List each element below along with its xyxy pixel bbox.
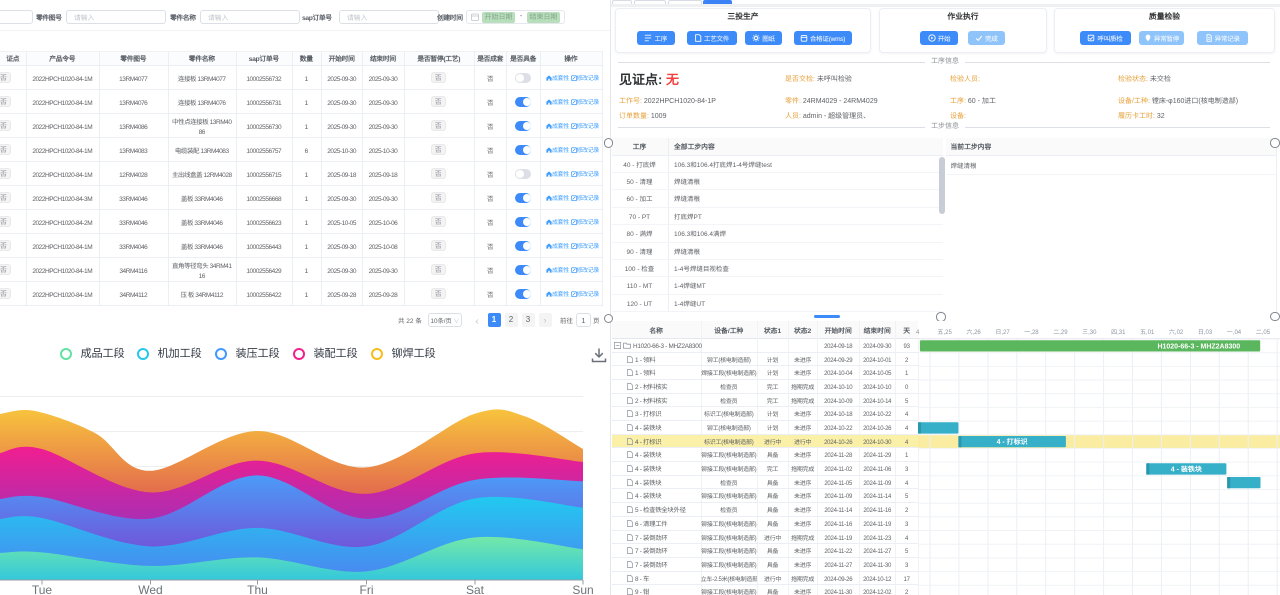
svg-text:4 - 打标识: 4 - 打标识: [997, 437, 1028, 447]
svg-text:4 - 装铁块: 4 - 装铁块: [1171, 464, 1203, 474]
svg-text:H1020-66-3 - MHZ2A8300: H1020-66-3 - MHZ2A8300: [1158, 341, 1241, 351]
